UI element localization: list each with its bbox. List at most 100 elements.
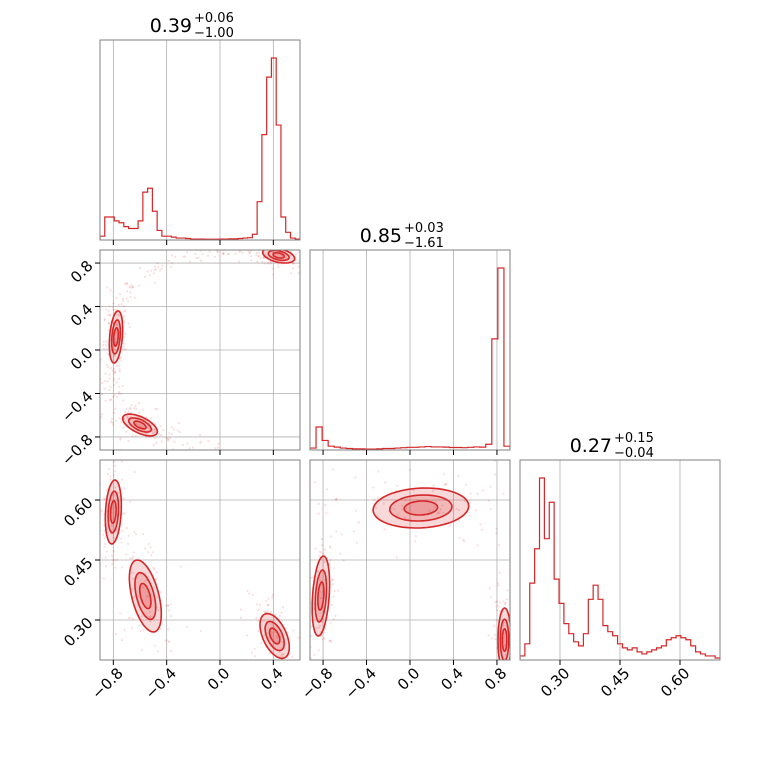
scatter-point [130, 626, 133, 630]
scatter-point [129, 295, 132, 299]
scatter-point [132, 551, 136, 554]
scatter-point [292, 629, 295, 632]
scatter-point [342, 559, 345, 562]
scatter-point [103, 380, 106, 383]
scatter-point [266, 255, 269, 258]
scatter-point [118, 368, 121, 371]
scatter-point [138, 624, 141, 627]
scatter-point [161, 264, 164, 267]
scatter-point [112, 493, 115, 497]
scatter-point [462, 539, 466, 543]
scatter-point [292, 262, 295, 265]
scatter-point [191, 446, 195, 449]
scatter-point [128, 417, 132, 420]
scatter-point [146, 270, 149, 273]
scatter-point [113, 383, 116, 387]
scatter-point [150, 554, 153, 557]
scatter-point [137, 411, 140, 414]
scatter-point [281, 655, 284, 658]
panel-content [100, 250, 300, 450]
scatter-point [216, 250, 219, 253]
scatter-point [117, 392, 121, 395]
scatter-point [166, 438, 169, 441]
scatter-point [325, 488, 329, 491]
scatter-point [401, 508, 404, 511]
scatter-point [455, 507, 458, 511]
contour-level-3 [133, 420, 147, 430]
scatter-point [504, 653, 508, 656]
scatter-point [130, 404, 133, 407]
scatter-point [102, 343, 105, 346]
scatter-point [128, 285, 131, 289]
scatter-point [170, 254, 174, 257]
scatter-point [125, 297, 128, 300]
scatter-point [151, 429, 154, 432]
scatter-point [502, 492, 505, 495]
scatter-point [323, 560, 326, 564]
scatter-point [474, 509, 477, 512]
scatter-point [131, 617, 135, 620]
scatter-point [154, 577, 158, 581]
scatter-point [109, 385, 112, 388]
scatter-point [434, 500, 437, 504]
scatter-point [109, 314, 112, 317]
scatter-point [234, 252, 237, 255]
scatter-point [259, 603, 262, 606]
scatter-point [152, 443, 155, 446]
scatter-point [277, 262, 280, 266]
scatter-point [250, 255, 253, 258]
scatter-point [319, 611, 322, 614]
scatter-point [168, 640, 171, 644]
scatter-point [259, 257, 262, 260]
scatter-point [143, 419, 146, 423]
scatter-point [106, 472, 109, 476]
scatter-point [113, 558, 116, 562]
scatter-point [329, 621, 332, 624]
scatter-point [155, 571, 158, 574]
scatter-point [213, 255, 217, 258]
scatter-point [318, 626, 321, 629]
scatter-point [106, 380, 109, 383]
scatter-point [437, 511, 440, 514]
scatter-point [129, 500, 132, 503]
scatter-point [297, 271, 300, 275]
scatter-point [170, 649, 173, 653]
scatter-point [270, 631, 274, 634]
scatter-point [156, 596, 159, 599]
scatter-point [109, 289, 112, 292]
scatter-point [281, 605, 284, 609]
scatter-point [184, 255, 187, 258]
scatter-point [178, 431, 181, 434]
scatter-point [147, 419, 150, 422]
scatter-point [126, 542, 130, 545]
scatter-point [160, 440, 163, 443]
scatter-point [397, 513, 400, 516]
scatter-point [104, 340, 107, 343]
scatter-point [335, 497, 338, 500]
scatter-point [334, 498, 337, 501]
scatter-point [111, 339, 114, 342]
scatter-point [119, 356, 122, 359]
scatter-point [129, 291, 132, 294]
scatter-point [167, 609, 170, 612]
scatter-point [257, 619, 260, 622]
scatter-point [138, 423, 141, 426]
scatter-point [260, 641, 263, 644]
scatter-point [245, 634, 249, 637]
title-lower-error: −0.04 [614, 446, 654, 461]
scatter-point [127, 439, 130, 443]
scatter-point [101, 381, 104, 385]
contour-level-1 [121, 413, 159, 437]
scatter-point [171, 262, 174, 265]
scatter-point [116, 324, 119, 327]
scatter-point [505, 598, 509, 601]
scatter-point [504, 602, 507, 606]
scatter-point [133, 407, 136, 410]
scatter-panel-1-2: −0.8 −0.4 0.0 0.4 0.8 [298, 459, 511, 703]
scatter-point [494, 601, 497, 604]
scatter-point [112, 308, 115, 311]
scatter-point [107, 352, 110, 355]
panel-content [100, 57, 300, 240]
scatter-point [393, 507, 396, 510]
scatter-point [113, 355, 116, 358]
